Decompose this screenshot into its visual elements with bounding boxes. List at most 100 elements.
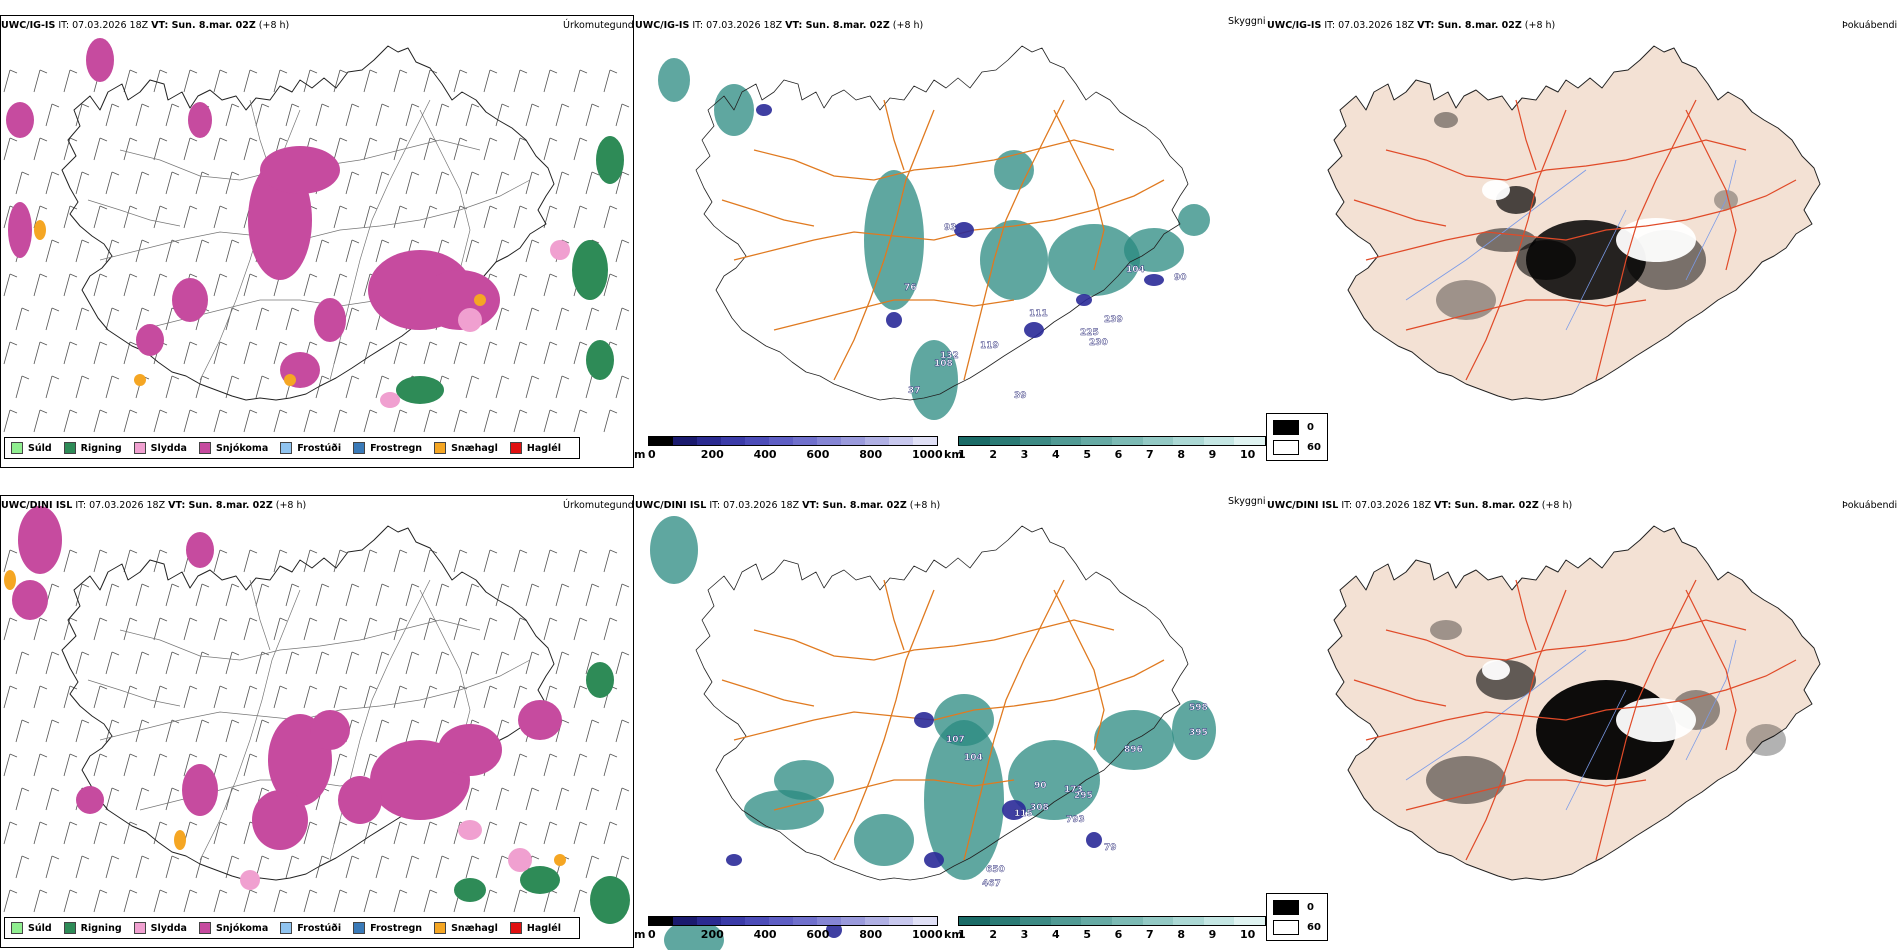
colorbar-tick: 400 bbox=[753, 928, 777, 941]
lead-text: (+8 h) bbox=[909, 500, 941, 511]
cloudbase-colorbar-row2: m 0 200 400 600 800 1000 bbox=[634, 916, 943, 946]
cloudbase-label: 108 bbox=[934, 359, 953, 369]
legend-item-7: Haglél bbox=[509, 442, 561, 454]
colorbar-strip bbox=[958, 436, 1266, 446]
cloudbase-label: 308 bbox=[1030, 803, 1049, 813]
model-label: UWC/DINI ISL bbox=[1, 500, 73, 511]
it-text: IT: 07.03.2026 18Z bbox=[75, 500, 166, 511]
fog-panel-row1: UWC/IG-IS IT: 07.03.2026 18Z VT: Sun. 8.… bbox=[1266, 0, 1900, 470]
colorbar-cell bbox=[697, 437, 721, 445]
colorbar-tick: 400 bbox=[753, 448, 777, 461]
legend-swatch bbox=[133, 442, 146, 454]
legend-swatch bbox=[509, 442, 522, 454]
cloudbase-label: 650 bbox=[986, 865, 1005, 875]
panel-title-fog: Þokuábendi bbox=[1842, 500, 1898, 511]
legend-swatch bbox=[353, 442, 366, 454]
cloudbase-label: 93 bbox=[944, 223, 957, 233]
colorbar-tick: 800 bbox=[859, 928, 883, 941]
cloudbase-label: 295 bbox=[1074, 791, 1093, 801]
fog-legend-label: 0 bbox=[1307, 902, 1314, 913]
colorbar-cell bbox=[817, 437, 841, 445]
panel-header-row1-b: UWC/IG-IS IT: 07.03.2026 18Z VT: Sun. 8.… bbox=[635, 20, 923, 31]
colorbar-cell bbox=[649, 437, 673, 445]
legend-swatch bbox=[11, 442, 23, 454]
colorbar-cell bbox=[793, 917, 817, 925]
legend-swatch bbox=[509, 922, 522, 934]
legend-item-0: Súld bbox=[11, 442, 52, 454]
vt-label: VT: Sun. 8.mar. 02Z bbox=[785, 20, 890, 31]
colorbar-tick: 800 bbox=[859, 448, 883, 461]
legend-item-6: Snæhagl bbox=[434, 442, 498, 454]
legend-label: Snæhagl bbox=[451, 442, 498, 454]
fog-legend-row1: 0 60 bbox=[1266, 413, 1328, 461]
precip-type-map-row1 bbox=[0, 15, 634, 468]
colorbar-tick: 2 bbox=[989, 448, 997, 461]
lead-text: (+8 h) bbox=[1541, 500, 1573, 511]
colorbar-unit: m bbox=[634, 448, 646, 461]
colorbar-strip bbox=[648, 916, 938, 926]
visibility-colorbar-row1: km 1 2 3 4 5 6 7 8 9 10 bbox=[944, 436, 1266, 466]
panel-header-row2-a: UWC/DINI ISL IT: 07.03.2026 18Z VT: Sun.… bbox=[1, 500, 306, 511]
legend-item-3: Snjókoma bbox=[198, 442, 268, 454]
colorbar-cell bbox=[1203, 917, 1235, 925]
fog-legend-swatch bbox=[1273, 420, 1299, 435]
it-text: IT: 07.03.2026 18Z bbox=[709, 500, 800, 511]
lead-text: (+8 h) bbox=[275, 500, 307, 511]
legend-item-2: Slydda bbox=[133, 922, 187, 934]
colorbar-cell bbox=[649, 917, 673, 925]
colorbar-tick: 1000 bbox=[912, 928, 943, 941]
colorbar-tick: 600 bbox=[806, 928, 830, 941]
cloudbase-label: 107 bbox=[946, 735, 965, 745]
legend-label: Frostúði bbox=[297, 442, 342, 454]
cloud-panel-row1: 93 76 111 132 104 90 239 225 230 119 108 37 39 UWC/I… bbox=[634, 0, 1266, 470]
lead-text: (+8 h) bbox=[1524, 20, 1556, 31]
colorbar-cell bbox=[1173, 917, 1204, 925]
legend-item-5: Frostregn bbox=[353, 442, 422, 454]
cloudbase-label: 230 bbox=[1089, 338, 1108, 348]
vt-label: VT: Sun. 8.mar. 02Z bbox=[1434, 500, 1539, 511]
fog-legend-row2: 0 60 bbox=[1266, 893, 1328, 941]
vt-label: VT: Sun. 8.mar. 02Z bbox=[802, 500, 907, 511]
lead-text: (+8 h) bbox=[258, 20, 290, 31]
vt-label: VT: Sun. 8.mar. 02Z bbox=[151, 20, 256, 31]
colorbar-cell bbox=[865, 437, 889, 445]
legend-label: Frostregn bbox=[370, 922, 423, 934]
fog-legend-item: 0 bbox=[1273, 420, 1314, 435]
legend-item-4: Frostúði bbox=[280, 922, 341, 934]
colorbar-cell bbox=[673, 437, 697, 445]
panel-title-precip: Úrkomutegund bbox=[563, 20, 634, 31]
panel-header-row2-b: UWC/DINI ISL IT: 07.03.2026 18Z VT: Sun.… bbox=[635, 500, 940, 511]
colorbar-cell bbox=[673, 917, 697, 925]
colorbar-cell bbox=[1234, 917, 1265, 925]
panel-header-row1-a: UWC/IG-IS IT: 07.03.2026 18Z VT: Sun. 8.… bbox=[1, 20, 289, 31]
cloudbase-label: 111 bbox=[1029, 309, 1048, 319]
legend-swatch bbox=[133, 922, 146, 934]
colorbar-cell bbox=[959, 437, 990, 445]
colorbar-cell bbox=[721, 437, 745, 445]
colorbar-tick: 7 bbox=[1146, 928, 1154, 941]
fog-legend-label: 0 bbox=[1307, 422, 1314, 433]
legend-swatch bbox=[198, 922, 211, 934]
precip-type-panel-row1: UWC/IG-IS IT: 07.03.2026 18Z VT: Sun. 8.… bbox=[0, 0, 634, 470]
fog-legend-swatch bbox=[1273, 440, 1299, 455]
vt-label: VT: Sun. 8.mar. 02Z bbox=[168, 500, 273, 511]
model-label: UWC/IG-IS bbox=[635, 20, 690, 31]
legend-label: Frostúði bbox=[297, 922, 342, 934]
legend-label: Rigning bbox=[80, 442, 122, 454]
colorbar-cell bbox=[913, 917, 937, 925]
lead-text: (+8 h) bbox=[892, 20, 924, 31]
legend-label: Slydda bbox=[150, 442, 187, 454]
cloudbase-label: 39 bbox=[1014, 391, 1027, 401]
legend-item-0: Súld bbox=[11, 922, 52, 934]
precip-type-map-row2 bbox=[0, 495, 634, 948]
legend-label: Frostregn bbox=[370, 442, 423, 454]
colorbar-cell bbox=[989, 917, 1021, 925]
colorbar-cell bbox=[1020, 917, 1051, 925]
colorbar-tick: 0 bbox=[648, 928, 656, 941]
legend-swatch bbox=[63, 922, 76, 934]
it-text: IT: 07.03.2026 18Z bbox=[692, 20, 783, 31]
colorbar-cell bbox=[1203, 437, 1235, 445]
colorbar-tick: 5 bbox=[1083, 448, 1091, 461]
colorbar-tick: 10 bbox=[1240, 448, 1256, 461]
legend-item-5: Frostregn bbox=[353, 922, 422, 934]
